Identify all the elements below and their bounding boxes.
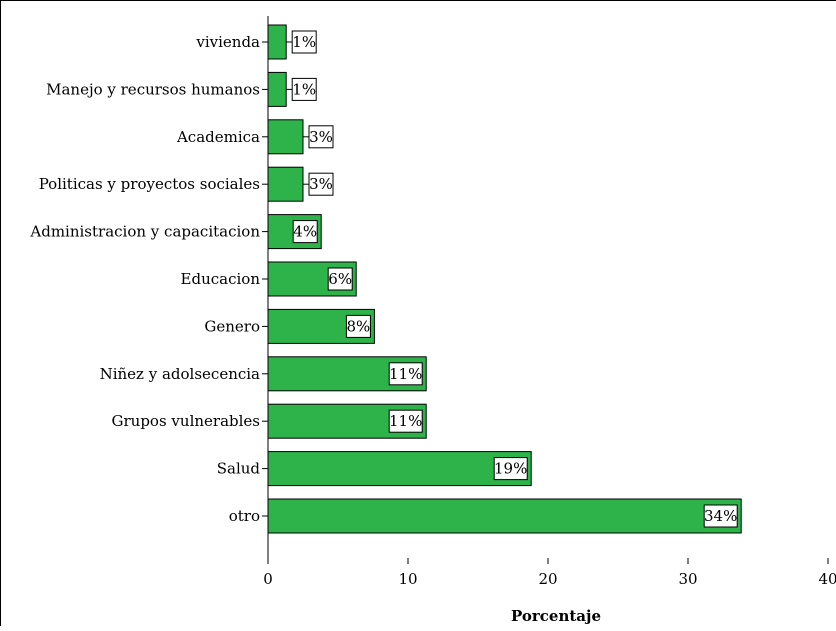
category-label: Politicas y proyectos sociales	[39, 175, 260, 193]
bar	[268, 25, 286, 59]
category-label: Grupos vulnerables	[112, 412, 260, 430]
bars-layer: 1% 1% 3% 3% 4% 6% 8% 11% 11% 19% 34%	[268, 25, 741, 533]
data-label: 11%	[389, 412, 422, 430]
data-label: 8%	[347, 317, 371, 335]
bar	[268, 167, 303, 201]
category-label: Manejo y recursos humanos	[46, 80, 260, 98]
data-label: 6%	[328, 270, 352, 288]
category-label: Educacion	[181, 270, 261, 288]
data-label: 1%	[292, 33, 316, 51]
category-label: Genero	[204, 317, 260, 335]
bar	[268, 499, 741, 533]
data-label: 34%	[704, 507, 737, 525]
category-label: Administracion y capacitacion	[29, 223, 260, 241]
bar	[268, 120, 303, 154]
data-label: 11%	[389, 365, 422, 383]
data-label: 19%	[494, 460, 527, 478]
category-label: Academica	[176, 128, 260, 146]
category-label: Salud	[217, 460, 261, 478]
x-tick-label: 40	[818, 570, 836, 588]
x-tick-label: 0	[263, 570, 273, 588]
x-tick-label: 20	[538, 570, 557, 588]
data-label: 1%	[292, 80, 316, 98]
data-label: 3%	[309, 175, 333, 193]
data-label: 3%	[309, 128, 333, 146]
x-axis-title: Porcentaje	[511, 607, 601, 625]
x-tick-label: 30	[678, 570, 697, 588]
bar	[268, 72, 286, 106]
data-label: 4%	[293, 223, 317, 241]
category-label: vivienda	[195, 33, 260, 51]
x-tick-label: 10	[398, 570, 417, 588]
bar	[268, 452, 531, 486]
category-label: otro	[229, 507, 260, 525]
category-label: Niñez y adolsecencia	[100, 365, 260, 383]
